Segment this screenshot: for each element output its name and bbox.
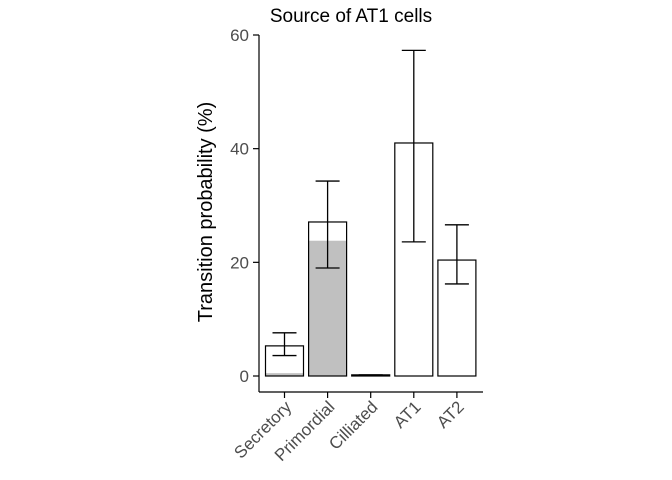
y-axis-ticks: 0 20 40 60 [230,26,259,386]
y-tick-label: 20 [230,253,249,272]
x-tick-label: Cilliated [325,397,381,453]
y-tick-label: 60 [230,26,249,45]
bar-filled-portion [265,373,304,376]
chart-title: Source of AT1 cells [270,6,432,27]
bars-layer [264,142,477,377]
y-axis-title: Transition probability (%) [195,102,217,322]
x-tick-label: AT2 [433,397,468,432]
y-tick-label: 40 [230,140,249,159]
error-bars-layer [272,49,469,377]
x-tick-label: AT1 [390,397,425,432]
y-tick-label: 0 [240,367,249,386]
